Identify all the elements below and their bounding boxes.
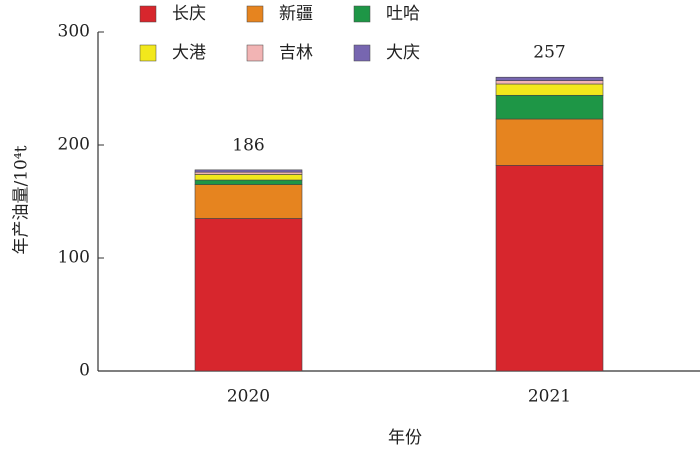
- x-axis-label: 年份: [388, 428, 422, 448]
- legend-label: 大港: [172, 43, 206, 63]
- y-tick-label: 100: [58, 248, 90, 268]
- bar-segment: [194, 171, 303, 175]
- legend-label: 新疆: [279, 4, 313, 24]
- y-tick-label: 300: [58, 22, 90, 42]
- legend-label: 大庆: [386, 43, 420, 63]
- legend-swatch: [246, 5, 264, 23]
- bar-segment: [495, 80, 604, 85]
- legend-label: 吉林: [279, 43, 313, 63]
- y-tick-label: 200: [58, 135, 90, 155]
- total-label: 257: [533, 43, 565, 63]
- x-tick-label: 2020: [227, 387, 270, 407]
- y-tick-label: 0: [79, 361, 90, 381]
- bar-segment: [194, 179, 303, 185]
- total-label: 186: [232, 135, 264, 155]
- legend-label: 吐哈: [386, 4, 420, 24]
- bar-segment: [495, 118, 604, 166]
- x-tick-label: 2021: [528, 387, 571, 407]
- bar-segment: [495, 83, 604, 96]
- bar-segment: [194, 174, 303, 181]
- legend-swatch: [353, 44, 371, 62]
- legend-label: 长庆: [172, 4, 206, 24]
- legend-swatch: [246, 44, 264, 62]
- bar-segment: [194, 218, 303, 372]
- bar-segment: [495, 94, 604, 120]
- bar-segment: [194, 169, 303, 173]
- legend-swatch: [139, 5, 157, 23]
- bar-segment: [495, 165, 604, 372]
- bar-segment: [194, 184, 303, 219]
- legend-swatch: [139, 44, 157, 62]
- legend-swatch: [353, 5, 371, 23]
- bar-segment: [495, 76, 604, 81]
- y-axis-label: 年产油量/10⁴t: [12, 145, 32, 254]
